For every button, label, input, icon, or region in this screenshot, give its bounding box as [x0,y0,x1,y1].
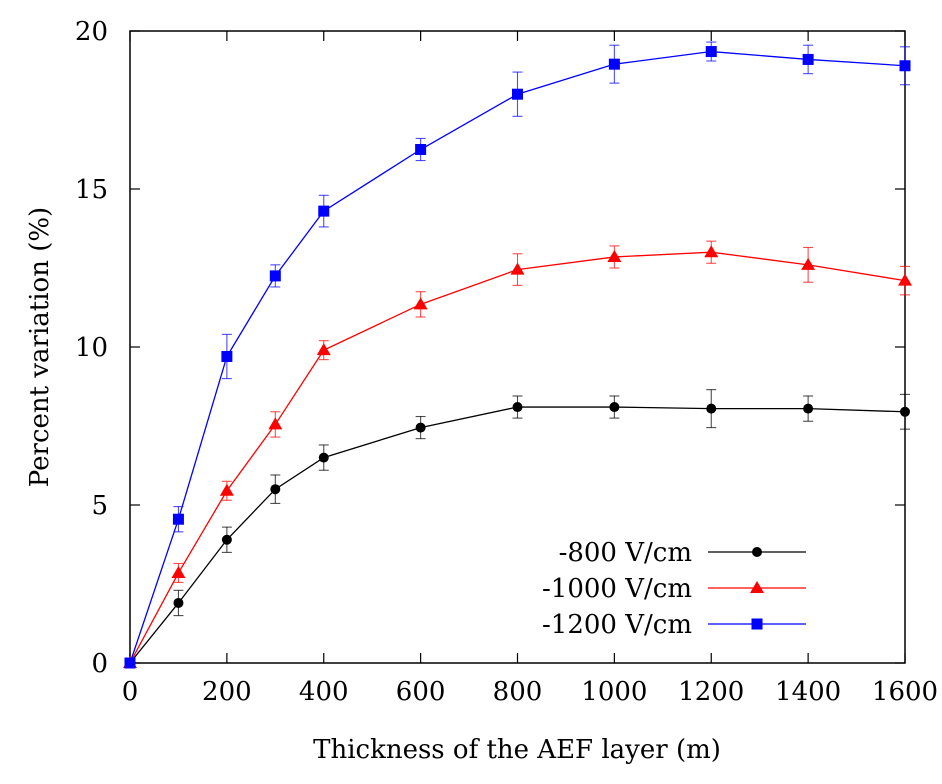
data-point [269,270,281,282]
x-tick-label: 0 [122,677,139,707]
legend-swatch-marker [750,581,764,593]
legend-entry: -800 V/cm [559,538,806,568]
y-tick-label: 0 [91,649,108,679]
data-point [510,262,525,275]
data-point [415,422,426,433]
data-point [268,417,283,430]
plot-frame [129,30,906,664]
data-point [171,565,186,578]
y-tick-label: 15 [75,175,108,205]
legend-label: -800 V/cm [559,538,692,568]
x-axis-title: Thickness of the AEF layer (m) [313,735,721,765]
series-2 [124,41,911,669]
data-point [413,297,428,310]
legend-label: -1200 V/cm [542,610,692,640]
series-line [129,50,906,664]
y-axis-title: Percent variation (%) [25,207,55,487]
data-point [221,534,232,545]
data-point [899,60,911,72]
data-point [270,484,281,495]
data-point [219,483,234,496]
data-point [705,46,717,58]
x-tick-label: 1600 [872,677,938,707]
data-point [124,657,136,669]
legend-entry: -1200 V/cm [542,610,806,640]
data-point [801,257,816,270]
legend-label: -1000 V/cm [542,574,692,604]
legend: -800 V/cm -1000 V/cm -1200 V/cm [542,538,806,640]
data-point [512,402,523,413]
data-point [172,513,184,525]
data-point [704,245,719,258]
data-point [802,53,814,65]
data-point [512,88,523,100]
y-tick-label: 20 [75,17,108,47]
data-point [415,144,427,155]
x-tick-label: 800 [493,677,543,707]
series-0 [125,389,910,668]
data-point [803,403,814,414]
x-tick-label: 1200 [678,677,744,707]
data-point [608,58,620,70]
data-point [173,597,184,608]
data-point [607,249,622,262]
legend-swatch-marker [751,618,763,630]
x-tick-label: 1400 [775,677,841,707]
x-tick-label: 400 [299,677,349,707]
legend-entry: -1000 V/cm [542,574,806,604]
data-point [316,343,331,356]
x-tick-label: 200 [202,677,252,707]
series-line [129,251,906,664]
legend-swatch-marker [752,547,762,557]
data-point [900,406,910,417]
series-layer [123,41,912,669]
data-point [898,273,912,286]
y-tick-label: 5 [91,491,108,521]
data-point [318,205,330,217]
data-point [318,452,329,463]
axes: 0 200 400 600 800 1000 1200 1400 1600 0 5 10 15 20 [75,17,938,707]
series-1 [123,240,912,668]
data-point [609,402,620,413]
data-point [706,403,717,414]
x-tick-label: 1000 [581,677,647,707]
data-point [221,350,233,362]
y-tick-label: 10 [75,333,108,363]
x-tick-label: 600 [396,677,446,707]
